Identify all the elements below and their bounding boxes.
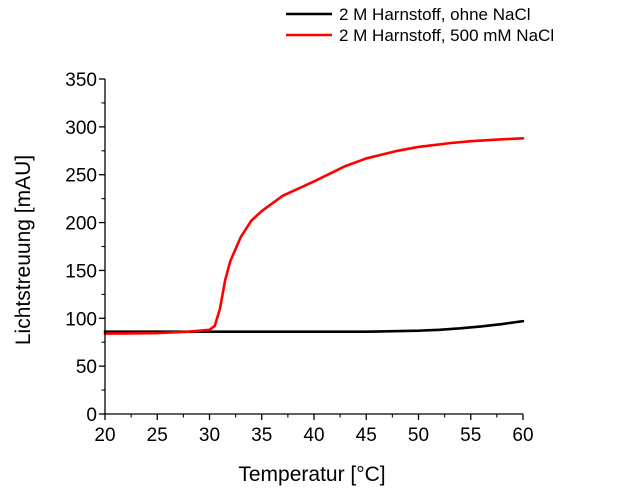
y-tick-label: 300: [65, 118, 97, 139]
y-axis: 0 50 100 150 200 250 300 350: [65, 70, 106, 426]
y-axis-title: Lichtstreuung [mAU]: [12, 155, 35, 345]
x-tick-label: 55: [460, 425, 481, 446]
legend-label-1: 2 M Harnstoff, ohne NaCl: [339, 5, 531, 24]
y-tick-label: 50: [76, 357, 97, 378]
x-tick-label: 35: [251, 425, 272, 446]
y-tick-label: 100: [65, 309, 97, 330]
series-line-2: [103, 137, 525, 335]
y-tick-label: 250: [65, 166, 97, 187]
x-axis: 20 25 30 35 40 45 50 55 60: [94, 413, 534, 446]
x-tick-label: 30: [199, 425, 220, 446]
x-tick-label: 45: [356, 425, 377, 446]
legend: 2 M Harnstoff, ohne NaCl 2 M Harnstoff, 5…: [286, 5, 554, 45]
series-line-1: [103, 319, 525, 333]
y-tick-label: 350: [65, 70, 97, 91]
x-tick-label: 60: [512, 425, 533, 446]
x-tick-label: 50: [408, 425, 429, 446]
y-tick-label: 150: [65, 261, 97, 282]
legend-label-2: 2 M Harnstoff, 500 mM NaCl: [339, 26, 554, 45]
x-axis-title: Temperatur [°C]: [238, 463, 385, 486]
x-tick-label: 20: [94, 425, 115, 446]
x-tick-label: 40: [303, 425, 324, 446]
plot-area: [103, 137, 525, 335]
x-tick-label: 25: [147, 425, 168, 446]
y-tick-label: 200: [65, 214, 97, 235]
y-tick-label: 0: [86, 405, 97, 426]
